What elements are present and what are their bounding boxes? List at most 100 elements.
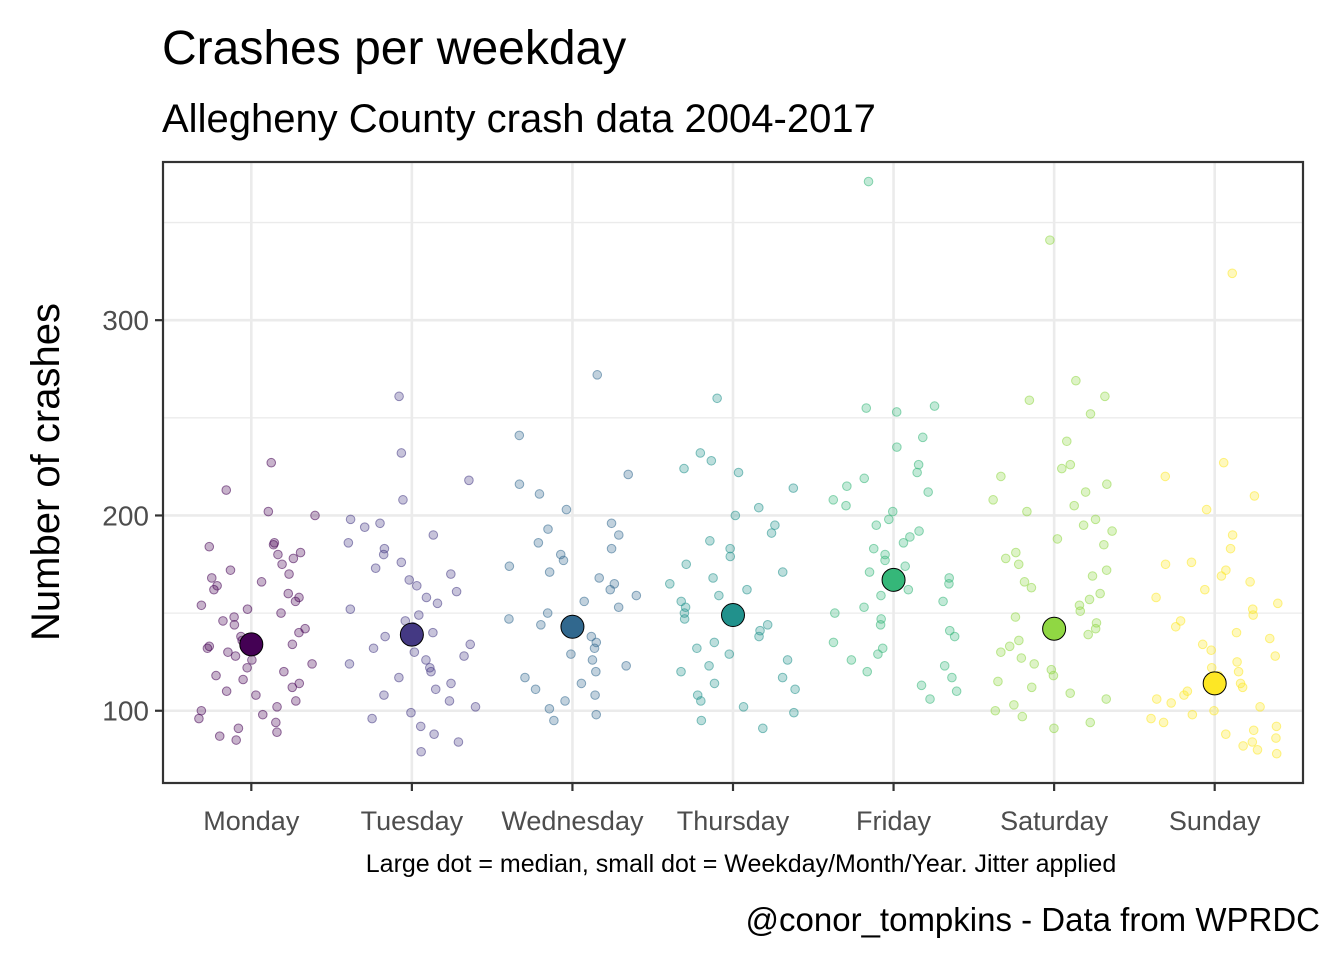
data-point-sunday bbox=[1197, 639, 1208, 650]
data-point-sunday bbox=[1225, 543, 1236, 554]
data-point-friday bbox=[864, 567, 875, 577]
data-point-saturday bbox=[1080, 487, 1091, 497]
data-point-tuesday bbox=[345, 604, 356, 614]
data-point-monday bbox=[287, 639, 298, 650]
x-tick-label-tuesday: Tuesday bbox=[361, 806, 464, 836]
data-point-tuesday bbox=[344, 659, 355, 669]
data-point-sunday bbox=[1270, 651, 1281, 661]
data-point-thursday bbox=[696, 715, 707, 726]
data-point-wednesday bbox=[558, 555, 569, 566]
data-point-friday bbox=[929, 401, 940, 411]
data-point-friday bbox=[828, 495, 839, 505]
data-point-monday bbox=[242, 662, 252, 673]
data-point-saturday bbox=[1045, 235, 1055, 245]
data-point-saturday bbox=[1049, 723, 1059, 734]
data-point-sunday bbox=[1248, 725, 1259, 736]
data-point-monday bbox=[273, 549, 283, 560]
data-point-tuesday bbox=[394, 391, 404, 402]
data-point-wednesday bbox=[613, 530, 624, 540]
data-point-thursday bbox=[692, 690, 703, 700]
data-point-tuesday bbox=[459, 651, 469, 661]
data-point-thursday bbox=[766, 528, 777, 538]
data-point-tuesday bbox=[343, 538, 354, 548]
data-point-saturday bbox=[1078, 520, 1089, 531]
data-point-thursday bbox=[664, 579, 675, 589]
data-point-sunday bbox=[1160, 559, 1171, 570]
data-point-sunday bbox=[1227, 268, 1238, 279]
data-point-saturday bbox=[1065, 688, 1076, 698]
data-point-sunday bbox=[1227, 530, 1238, 540]
data-point-friday bbox=[876, 590, 886, 601]
data-point-saturday bbox=[1022, 506, 1032, 517]
data-point-monday bbox=[196, 600, 207, 611]
data-point-wednesday bbox=[594, 573, 605, 583]
data-point-sunday bbox=[1271, 733, 1281, 743]
data-point-sunday bbox=[1170, 621, 1181, 632]
data-point-monday bbox=[196, 705, 207, 716]
data-point-sunday bbox=[1166, 698, 1176, 708]
data-point-thursday bbox=[777, 567, 788, 577]
data-point-saturday bbox=[1071, 375, 1081, 386]
data-point-thursday bbox=[782, 655, 793, 665]
data-point-monday bbox=[225, 565, 236, 575]
data-point-saturday bbox=[1026, 582, 1037, 593]
data-point-friday bbox=[887, 506, 898, 517]
data-point-friday bbox=[905, 532, 915, 542]
data-point-tuesday bbox=[414, 610, 424, 620]
data-point-friday bbox=[913, 459, 924, 470]
data-point-friday bbox=[951, 686, 962, 697]
data-point-saturday bbox=[1090, 514, 1101, 525]
data-points bbox=[194, 176, 1283, 759]
data-point-wednesday bbox=[576, 678, 587, 689]
data-point-friday bbox=[939, 661, 950, 671]
data-point-sunday bbox=[1179, 690, 1189, 700]
data-point-saturday bbox=[1084, 594, 1095, 605]
data-point-monday bbox=[238, 674, 248, 685]
data-point-friday bbox=[873, 649, 883, 659]
data-point-thursday bbox=[730, 510, 741, 521]
data-point-tuesday bbox=[416, 746, 426, 757]
data-point-monday bbox=[276, 608, 286, 618]
median-point-friday bbox=[881, 567, 906, 592]
data-point-thursday bbox=[790, 684, 800, 695]
data-point-thursday bbox=[754, 631, 764, 642]
data-point-thursday bbox=[704, 661, 714, 671]
data-point-saturday bbox=[1016, 653, 1027, 663]
data-point-sunday bbox=[1271, 748, 1282, 759]
data-point-saturday bbox=[1010, 612, 1021, 622]
major-gridlines bbox=[163, 162, 1303, 783]
data-point-friday bbox=[892, 442, 902, 452]
data-point-sunday bbox=[1151, 694, 1162, 704]
chart-subtitle: Allegheny County crash data 2004-2017 bbox=[162, 97, 876, 141]
data-point-friday bbox=[916, 680, 927, 691]
x-axis-label: Large dot = median, small dot = Weekday/… bbox=[366, 850, 1116, 878]
data-point-monday bbox=[247, 655, 257, 665]
data-point-saturday bbox=[1075, 606, 1086, 616]
data-point-sunday bbox=[1200, 584, 1210, 595]
data-point-thursday bbox=[712, 393, 722, 404]
data-point-monday bbox=[277, 559, 287, 570]
data-point-friday bbox=[949, 631, 960, 642]
chart-title: Crashes per weekday bbox=[162, 22, 626, 75]
data-point-monday bbox=[209, 584, 219, 595]
data-point-wednesday bbox=[542, 608, 553, 618]
data-point-thursday bbox=[770, 520, 780, 531]
y-tick-label: 200 bbox=[102, 500, 149, 531]
median-point-tuesday bbox=[399, 622, 424, 647]
data-point-saturday bbox=[1017, 711, 1028, 722]
data-point-tuesday bbox=[446, 569, 456, 579]
data-point-monday bbox=[268, 539, 279, 550]
data-point-thursday bbox=[725, 551, 736, 562]
data-point-saturday bbox=[1019, 577, 1030, 587]
data-point-wednesday bbox=[592, 370, 603, 380]
data-point-friday bbox=[863, 176, 874, 187]
median-point-thursday bbox=[721, 603, 745, 628]
data-point-thursday bbox=[742, 584, 752, 595]
data-point-tuesday bbox=[379, 690, 389, 700]
data-point-tuesday bbox=[375, 518, 385, 529]
data-point-saturday bbox=[1052, 534, 1063, 544]
data-point-saturday bbox=[1024, 395, 1035, 406]
data-point-wednesday bbox=[504, 614, 514, 624]
data-point-wednesday bbox=[631, 590, 642, 601]
data-point-friday bbox=[917, 432, 928, 443]
